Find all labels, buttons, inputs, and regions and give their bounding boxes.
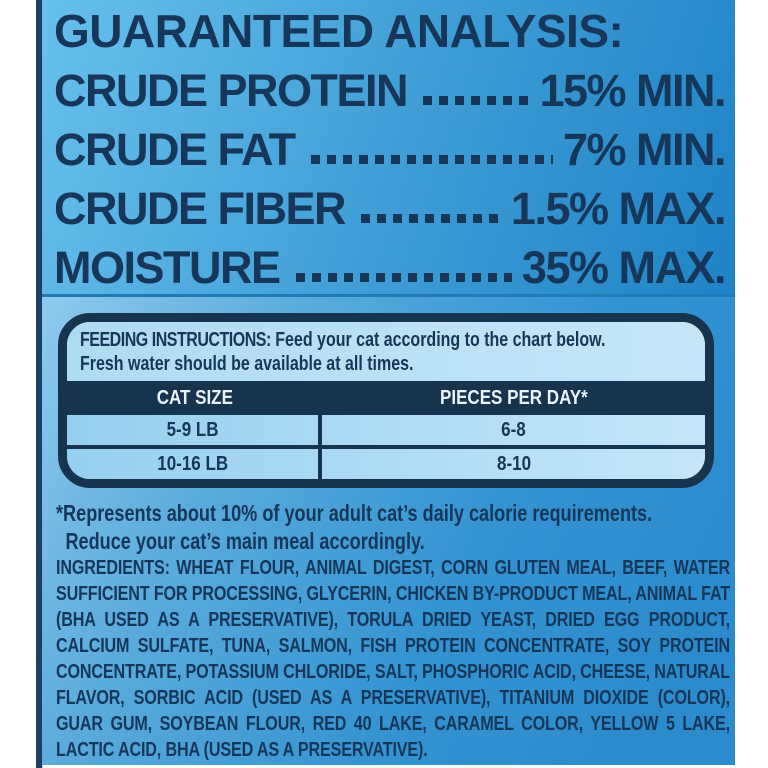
feeding-instructions-box: FEEDING INSTRUCTIONS: Feed your cat acco…: [58, 313, 714, 488]
nutrient-value: 7% MIN.: [562, 123, 727, 175]
guaranteed-analysis-section: GUARANTEED ANALYSIS: CRUDE PROTEIN 15% M…: [42, 0, 735, 297]
feeding-table-header: CAT SIZE PIECES PER DAY*: [67, 381, 705, 415]
dotted-leader: [423, 96, 530, 105]
nutrient-value: 1.5% MAX.: [510, 182, 727, 234]
cell-cat-size: 5-9 LB: [67, 415, 323, 445]
header-cell-cat-size: CAT SIZE: [156, 386, 233, 409]
calorie-footnote-line1: *Represents about 10% of your adult cat’…: [56, 500, 653, 526]
feeding-instructions-text: FEEDING INSTRUCTIONS: Feed your cat acco…: [67, 322, 705, 381]
feeding-table-row-small-cat: 5-9 LB 6-8: [67, 415, 705, 445]
dotted-leader: [361, 214, 501, 223]
cell-pieces-per-day: 8-10: [496, 452, 531, 475]
analysis-row-crude-protein: CRUDE PROTEIN 15% MIN.: [54, 61, 726, 120]
nutrient-name: CRUDE FIBER: [54, 182, 347, 234]
pet-food-label: GUARANTEED ANALYSIS: CRUDE PROTEIN 15% M…: [36, 0, 735, 768]
dotted-leader: [295, 273, 512, 282]
ingredients-text: INGREDIENTS: WHEAT FLOUR, ANIMAL DIGEST,…: [56, 556, 730, 761]
guaranteed-analysis-title: GUARANTEED ANALYSIS:: [54, 5, 624, 57]
ingredients-paragraph: INGREDIENTS: WHEAT FLOUR, ANIMAL DIGEST,…: [56, 555, 730, 763]
nutrient-value: 35% MAX.: [521, 241, 727, 293]
cell-cat-size: 10-16 LB: [67, 449, 323, 479]
dotted-leader: [310, 155, 553, 164]
feeding-and-ingredients-section: FEEDING INSTRUCTIONS: Feed your cat acco…: [42, 297, 735, 765]
feeding-instructions-line2: Fresh water should be available at all t…: [80, 353, 414, 375]
calorie-footnote-line2: Reduce your cat’s main meal accordingly.: [65, 527, 425, 554]
nutrient-value: 15% MIN.: [539, 64, 726, 116]
nutrient-name: MOISTURE: [54, 241, 281, 293]
header-cell-pieces-per-day: PIECES PER DAY*: [439, 386, 588, 409]
feeding-instructions-line1: Feed your cat according to the chart bel…: [275, 329, 606, 351]
nutrient-name: CRUDE FAT: [54, 123, 296, 175]
feeding-table-row-large-cat: 10-16 LB 8-10: [67, 445, 705, 479]
feeding-instructions-heading: FEEDING INSTRUCTIONS:: [80, 329, 271, 351]
analysis-row-crude-fiber: CRUDE FIBER 1.5% MAX.: [54, 179, 727, 238]
analysis-row-moisture: MOISTURE 35% MAX.: [54, 238, 727, 297]
calorie-footnote: *Represents about 10% of your adult cat’…: [56, 500, 728, 555]
cell-pieces-per-day: 6-8: [501, 418, 526, 441]
nutrient-name: CRUDE PROTEIN: [54, 64, 409, 116]
analysis-row-crude-fat: CRUDE FAT 7% MIN.: [54, 120, 727, 179]
